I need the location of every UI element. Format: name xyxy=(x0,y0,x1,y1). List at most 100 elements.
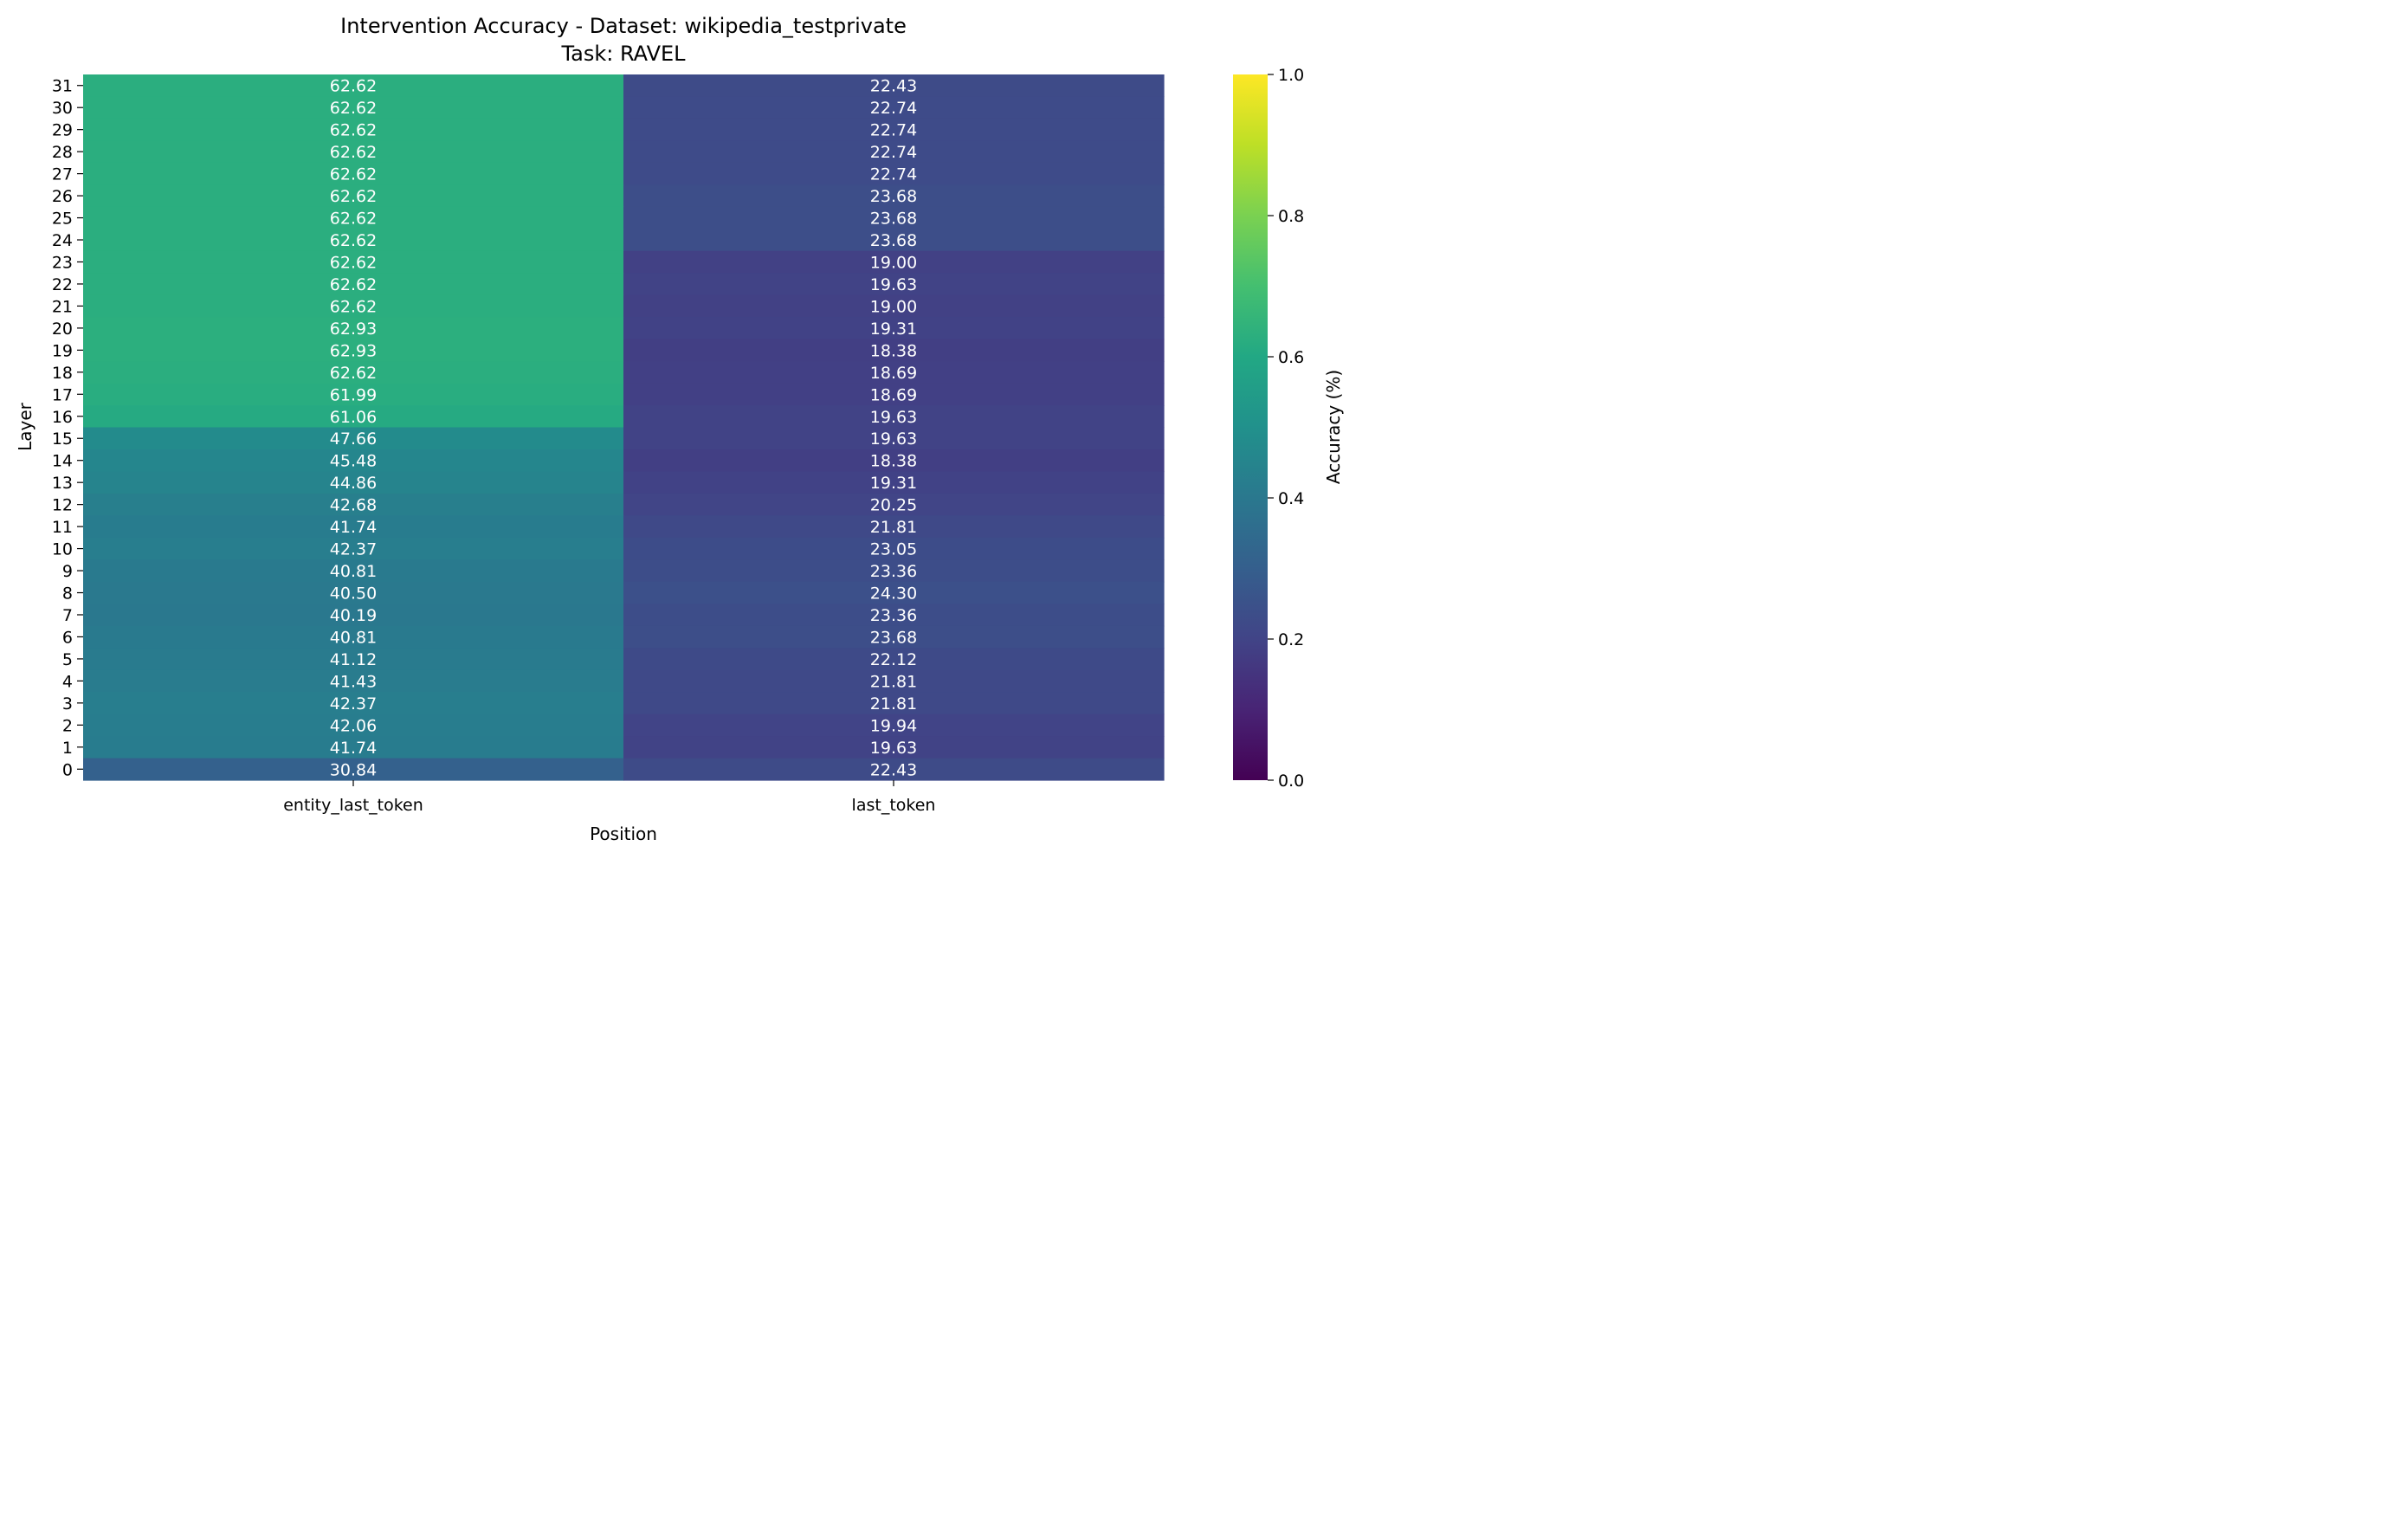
heatmap-cell xyxy=(623,427,1165,450)
heatmap-cell xyxy=(623,206,1165,229)
heatmap-cell xyxy=(623,471,1165,494)
y-tick-label: 2 xyxy=(62,716,73,735)
heatmap-cell xyxy=(623,714,1165,737)
cell-value-label: 18.69 xyxy=(870,364,917,383)
heatmap-cell xyxy=(83,294,624,318)
y-tick-label: 9 xyxy=(62,562,73,581)
y-tick-label: 24 xyxy=(52,231,73,250)
heatmap-cells xyxy=(83,74,1165,781)
heatmap-cell xyxy=(83,581,624,604)
cell-value-label: 44.86 xyxy=(330,474,377,493)
cell-value-label: 62.62 xyxy=(330,165,377,184)
cell-value-label: 61.06 xyxy=(330,408,377,427)
colorbar-tick-label: 0.4 xyxy=(1278,489,1304,508)
y-tick-label: 8 xyxy=(62,584,73,604)
cell-value-label: 62.62 xyxy=(330,99,377,118)
heatmap-cell-labels: 62.62 22.43 62.62 22.74 62.62 22.74 62.62 22.74… xyxy=(330,77,917,780)
y-tick-label: 30 xyxy=(52,99,73,118)
y-tick-label: 11 xyxy=(52,518,73,537)
colorbar-tick-label: 0.8 xyxy=(1278,207,1304,226)
cell-value-label: 23.68 xyxy=(870,187,917,206)
cell-value-label: 20.25 xyxy=(870,496,917,515)
heatmap-cell xyxy=(623,361,1165,384)
heatmap-cell xyxy=(623,383,1165,406)
heatmap-cell xyxy=(623,317,1165,340)
heatmap-cell xyxy=(83,229,624,252)
heatmap-cell xyxy=(83,493,624,516)
heatmap-cell xyxy=(83,736,624,759)
cell-value-label: 62.62 xyxy=(330,253,377,272)
heatmap-cell xyxy=(623,96,1165,119)
cell-value-label: 22.43 xyxy=(870,77,917,96)
heatmap-cell xyxy=(83,162,624,185)
cell-value-label: 40.50 xyxy=(330,584,377,604)
cell-value-label: 62.62 xyxy=(330,187,377,206)
colorbar-tick-label: 1.0 xyxy=(1278,66,1304,85)
heatmap-cell xyxy=(83,140,624,164)
cell-value-label: 62.62 xyxy=(330,121,377,140)
heatmap-cell xyxy=(83,250,624,274)
y-tick-label: 10 xyxy=(52,540,73,559)
y-tick-label: 7 xyxy=(62,606,73,625)
heatmap-cell xyxy=(83,273,624,296)
chart-subtitle: Task: RAVEL xyxy=(560,42,686,66)
cell-value-label: 62.62 xyxy=(330,364,377,383)
heatmap-cell xyxy=(623,625,1165,649)
colorbar-label: Accuracy (%) xyxy=(1323,370,1344,484)
heatmap-cell xyxy=(83,118,624,142)
cell-value-label: 62.93 xyxy=(330,320,377,339)
y-tick-label: 3 xyxy=(62,694,73,714)
y-tick-label: 28 xyxy=(52,143,73,162)
cell-value-label: 45.48 xyxy=(330,452,377,471)
y-tick-label: 6 xyxy=(62,628,73,647)
cell-value-label: 24.30 xyxy=(870,584,917,604)
cell-value-label: 19.63 xyxy=(870,429,917,449)
cell-value-label: 21.81 xyxy=(870,518,917,537)
cell-value-label: 21.81 xyxy=(870,694,917,714)
y-tick-label: 23 xyxy=(52,253,73,272)
cell-value-label: 41.12 xyxy=(330,650,377,669)
x-axis-label: Position xyxy=(590,823,657,844)
cell-value-label: 41.74 xyxy=(330,518,377,537)
heatmap-cell xyxy=(623,74,1165,98)
cell-value-label: 19.31 xyxy=(870,320,917,339)
cell-value-label: 18.38 xyxy=(870,452,917,471)
heatmap-cell xyxy=(83,361,624,384)
heatmap-cell xyxy=(83,405,624,429)
cell-value-label: 61.99 xyxy=(330,385,377,404)
heatmap-cell xyxy=(623,229,1165,252)
x-tick-label: last_token xyxy=(852,796,936,815)
cell-value-label: 62.62 xyxy=(330,77,377,96)
cell-value-label: 42.37 xyxy=(330,694,377,714)
heatmap-cell xyxy=(623,692,1165,715)
heatmap-cell xyxy=(83,537,624,560)
y-tick-label: 18 xyxy=(52,364,73,383)
cell-value-label: 23.36 xyxy=(870,562,917,581)
x-axis-ticks: entity_last_token last_token xyxy=(283,780,935,815)
y-tick-label: 20 xyxy=(52,320,73,339)
heatmap-cell xyxy=(83,206,624,229)
cell-value-label: 40.81 xyxy=(330,628,377,647)
colorbar-tick-label: 0.0 xyxy=(1278,772,1304,791)
cell-value-label: 23.68 xyxy=(870,210,917,229)
heatmap-cell xyxy=(623,250,1165,274)
y-tick-label: 19 xyxy=(52,341,73,360)
heatmap-cell xyxy=(83,625,624,649)
heatmap-cell xyxy=(83,427,624,450)
y-tick-label: 31 xyxy=(52,77,73,96)
cell-value-label: 47.66 xyxy=(330,429,377,449)
cell-value-label: 62.62 xyxy=(330,231,377,250)
y-tick-label: 14 xyxy=(52,452,73,471)
cell-value-label: 23.68 xyxy=(870,231,917,250)
heatmap-cell xyxy=(83,604,624,627)
heatmap-cell xyxy=(623,339,1165,362)
cell-value-label: 42.37 xyxy=(330,540,377,559)
y-tick-label: 4 xyxy=(62,672,73,691)
heatmap-cell xyxy=(83,96,624,119)
cell-value-label: 18.69 xyxy=(870,385,917,404)
y-tick-label: 29 xyxy=(52,121,73,140)
cell-value-label: 19.63 xyxy=(870,275,917,294)
cell-value-label: 40.81 xyxy=(330,562,377,581)
x-tick-label: entity_last_token xyxy=(283,796,423,815)
heatmap-cell xyxy=(623,405,1165,429)
